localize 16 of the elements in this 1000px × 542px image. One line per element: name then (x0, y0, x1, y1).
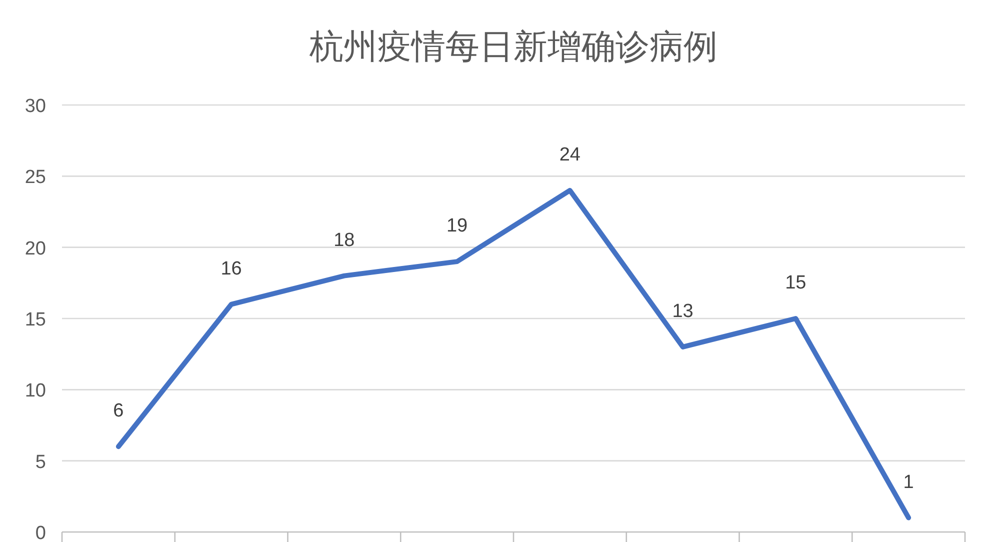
data-label: 15 (785, 272, 806, 294)
y-tick-label: 20 (24, 238, 46, 260)
data-label: 24 (559, 144, 581, 166)
data-label: 19 (446, 216, 468, 237)
data-label: 18 (334, 230, 355, 251)
data-label: 1 (903, 472, 914, 493)
y-tick-label: 15 (24, 310, 46, 330)
y-tick-label: 0 (35, 523, 46, 542)
y-tick-label: 30 (24, 96, 46, 117)
chart-title: 杭州疫情每日新增确诊病例 (308, 28, 718, 66)
data-label: 13 (672, 300, 694, 322)
data-label: 6 (113, 400, 124, 422)
y-tick-label: 10 (24, 380, 46, 402)
data-label: 16 (220, 258, 242, 280)
y-tick-label: 25 (24, 167, 46, 188)
y-tick-label: 5 (35, 452, 46, 473)
